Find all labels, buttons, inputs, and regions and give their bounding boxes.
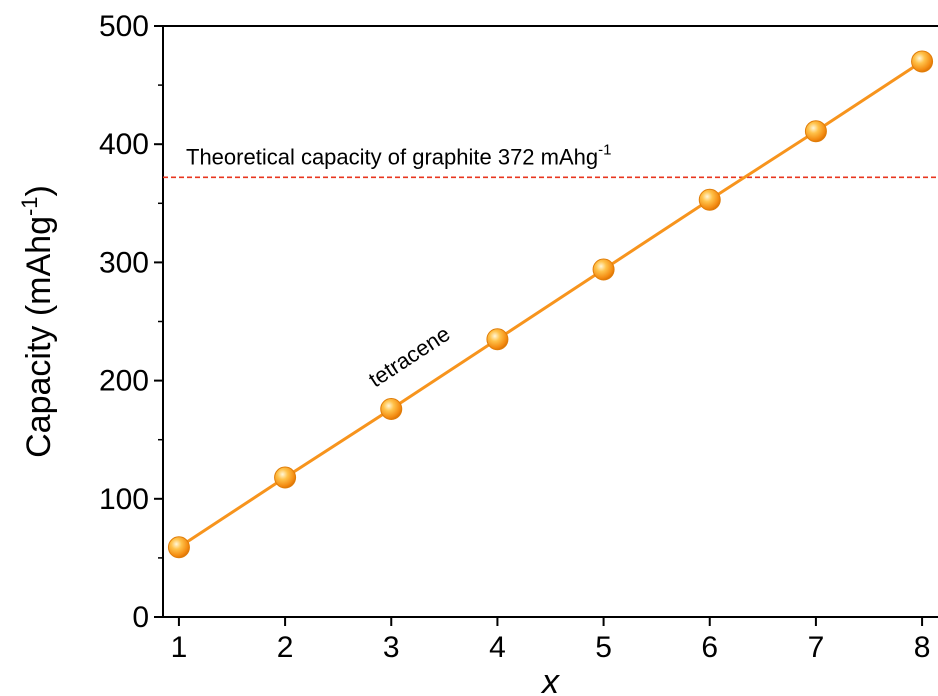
data-point <box>593 259 614 280</box>
reference-line-label: Theoretical capacity of graphite 372 mAh… <box>186 141 611 169</box>
tetracene-annotation: tetracene <box>364 321 454 392</box>
y-axis-title-tail: ) <box>20 185 58 196</box>
y-axis-title-main: Capacity (mAhg <box>20 216 58 458</box>
data-point <box>168 537 189 558</box>
data-point <box>912 51 933 72</box>
y-tick-label: 200 <box>99 365 149 398</box>
x-tick-label: 6 <box>701 631 718 664</box>
reference-line-label-main: Theoretical capacity of graphite 372 mAh… <box>186 144 598 169</box>
reference-line-label-sup: -1 <box>598 141 611 158</box>
x-tick-label: 5 <box>595 631 612 664</box>
x-tick-label: 7 <box>808 631 825 664</box>
data-point <box>805 121 826 142</box>
y-tick-label: 300 <box>99 246 149 279</box>
x-axis-title: x <box>540 663 560 696</box>
y-tick-label: 500 <box>99 10 149 43</box>
x-tick-label: 1 <box>171 631 188 664</box>
x-tick-label: 3 <box>383 631 400 664</box>
data-point <box>275 467 296 488</box>
data-point <box>699 189 720 210</box>
y-ticks: 0 100 200 300 400 500 <box>99 10 163 634</box>
y-axis-title: Capacity (mAhg-1) <box>17 185 58 458</box>
x-tick-label: 2 <box>277 631 294 664</box>
y-axis-title-sup: -1 <box>17 196 42 216</box>
y-tick-label: 400 <box>99 128 149 161</box>
y-tick-label: 100 <box>99 483 149 516</box>
data-point <box>487 329 508 350</box>
plot-frame <box>163 26 938 617</box>
data-point <box>381 398 402 419</box>
x-tick-label: 4 <box>489 631 506 664</box>
x-tick-label: 8 <box>914 631 931 664</box>
y-tick-label: 0 <box>132 601 149 634</box>
x-ticks: 1 2 3 4 5 6 7 8 <box>171 617 931 664</box>
